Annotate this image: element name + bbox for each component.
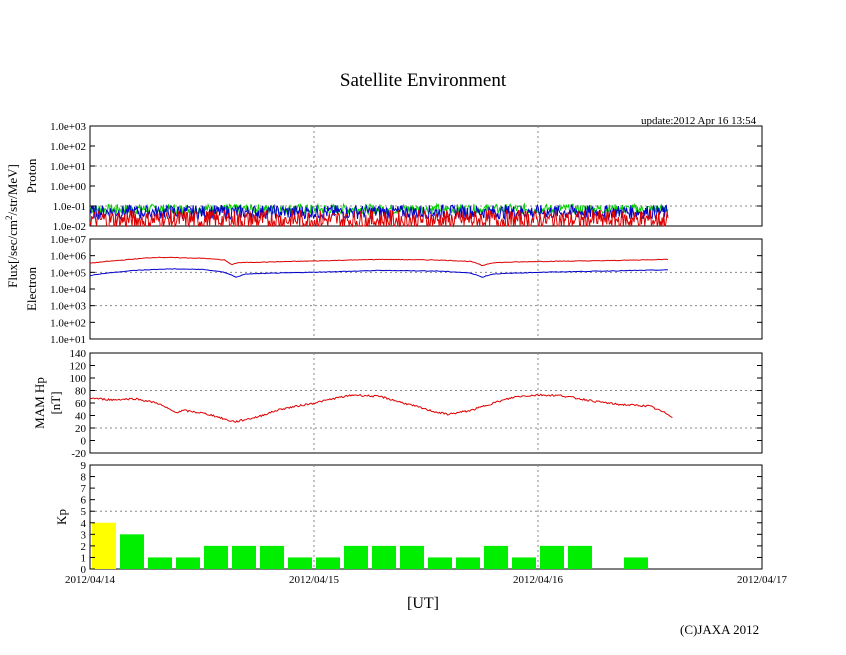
y-tick-label: 80: [75, 386, 87, 398]
electron-high: [89, 256, 669, 266]
y-tick-label: -20: [71, 448, 86, 460]
y-tick-label: 1.0e+05: [50, 267, 86, 279]
y-tick-label: 1.0e+00: [50, 181, 86, 193]
kp-bar: [120, 534, 144, 569]
kp-bar: [372, 545, 396, 569]
proton-channel-blue: [89, 203, 669, 221]
kp-bar: [344, 545, 368, 569]
y-tick-label: 40: [75, 411, 87, 423]
kp-bar: [316, 557, 340, 569]
kp-panel-frame: [89, 464, 763, 570]
y-tick-label: 4: [81, 518, 87, 530]
x-tick-label: 2012/04/14: [65, 574, 116, 586]
hp: [89, 393, 673, 424]
kp-bar: [624, 557, 648, 569]
kp-bar-group: [92, 522, 648, 569]
proton-channel-red: [89, 208, 669, 228]
kp-bar: [288, 557, 312, 569]
electron-series-group: [89, 256, 669, 278]
kp-bar: [456, 557, 480, 569]
y-tick-label: 1.0e+02: [50, 317, 86, 329]
y-tick-label: 1.0e-02: [53, 221, 86, 233]
proton-panel-frame: [89, 125, 763, 227]
kp-bar: [232, 545, 256, 569]
y-tick-label: 140: [70, 348, 87, 360]
kp-bar: [568, 545, 592, 569]
y-tick-label: 1.0e+02: [50, 141, 86, 153]
y-tick-label: 6: [81, 495, 87, 507]
y-tick-label: 1.0e+06: [50, 251, 86, 263]
y-tick-label: 1: [81, 552, 87, 564]
y-tick-label: 9: [81, 460, 87, 472]
tick-label-group: 1.0e+03 1.0e+02 1.0e+01 1.0e+00 1.0e-01 1.0e-…: [50, 121, 787, 586]
y-tick-label: 7: [81, 483, 87, 495]
hp-series-group: [89, 393, 673, 424]
kp-bar: [400, 545, 424, 569]
proton-axis-label: Proton: [24, 158, 39, 193]
electron-panel-frame: [89, 238, 763, 340]
y-tick-label: 3: [81, 529, 87, 541]
x-tick-label: 2012/04/15: [289, 574, 340, 586]
kp-bar: [484, 545, 508, 569]
electron-low: [89, 268, 668, 278]
kp-bar: [428, 557, 452, 569]
x-axis-label: [UT]: [407, 595, 439, 612]
y-tick-label: 1.0e+01: [50, 334, 86, 346]
hp-axis-label-line2: [nT]: [48, 391, 63, 414]
x-tick-label: 2012/04/17: [737, 574, 788, 586]
y-tick-label: 20: [75, 423, 87, 435]
proton-series-group: [89, 202, 669, 228]
kp-bar: [540, 545, 564, 569]
kp-bar: [512, 557, 536, 569]
y-tick-label: 60: [75, 398, 87, 410]
y-tick-label: 1.0e+03: [50, 121, 86, 133]
y-tick-label: 0: [81, 564, 87, 576]
chart-title: Satellite Environment: [339, 70, 507, 91]
y-tick-label: 8: [81, 472, 87, 484]
flux-axis-label: Flux[/sec/cm2/str/MeV]: [4, 164, 20, 288]
kp-bar: [260, 545, 284, 569]
y-tick-label: 1.0e+01: [50, 161, 86, 173]
electron-axis-label: Electron: [24, 266, 39, 311]
copyright: (C)JAXA 2012: [680, 622, 760, 637]
update-timestamp: update:2012 Apr 16 13:54: [641, 115, 757, 127]
y-tick-label: 2: [81, 541, 87, 553]
hp-axis-label-line1: MAM Hp: [32, 377, 47, 429]
y-tick-label: 120: [70, 361, 87, 373]
y-tick-label: 1.0e-01: [53, 201, 86, 213]
y-tick-label: 5: [81, 506, 87, 518]
grid-layer: [90, 126, 762, 569]
hp-panel-frame: [89, 352, 763, 454]
kp-bar: [176, 557, 200, 569]
y-tick-label: 1.0e+03: [50, 301, 86, 313]
kp-bar: [92, 522, 116, 569]
y-tick-label: 0: [81, 436, 87, 448]
y-tick-label: 1.0e+07: [50, 234, 86, 246]
kp-bar: [148, 557, 172, 569]
kp-bar: [204, 545, 228, 569]
kp-axis-label: Kp: [54, 509, 69, 525]
y-tick-label: 100: [70, 373, 87, 385]
x-tick-label: 2012/04/16: [513, 574, 564, 586]
y-tick-label: 1.0e+04: [50, 284, 86, 296]
